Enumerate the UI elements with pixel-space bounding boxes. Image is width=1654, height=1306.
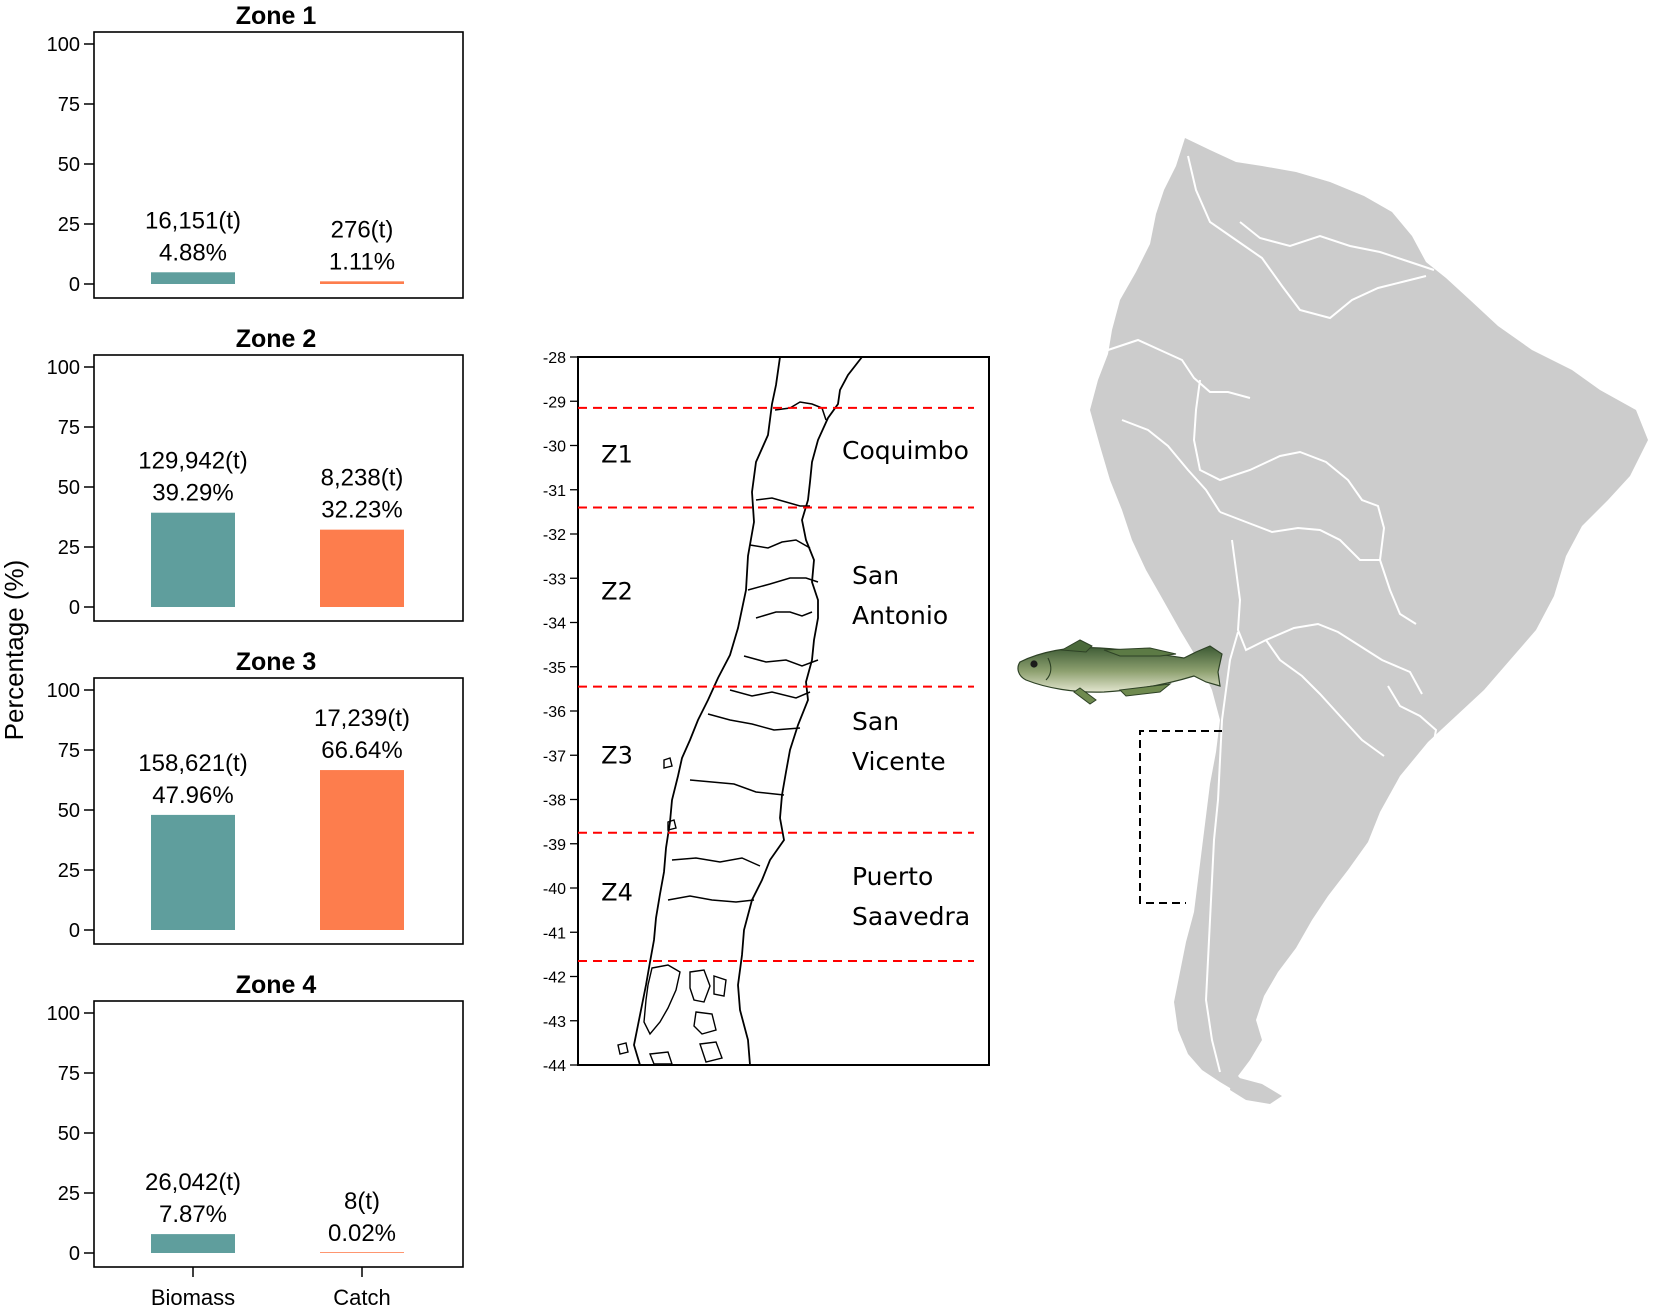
lat-tick-label: -31 [543, 483, 566, 500]
y-tick-label: 75 [58, 740, 80, 762]
y-tick-label: 25 [58, 1183, 80, 1205]
map-zone-boundaries: Z1 Z2 Z3 Z4 Coquimbo San Antonio San Vicente Puer… [578, 406, 974, 963]
south-america-map [1090, 138, 1648, 1104]
lat-tick-label: -43 [543, 1014, 566, 1031]
panel-frame [93, 354, 464, 622]
bar-percent-label: 4.88% [159, 239, 227, 266]
lat-tick-label: -36 [543, 704, 566, 721]
bar-catch [320, 770, 404, 930]
panel-frame [93, 31, 464, 299]
panel-frame [93, 1000, 464, 1268]
lat-tick-label: -39 [543, 837, 566, 854]
port-label: San Vicente [852, 707, 946, 776]
map-frame [577, 356, 990, 1066]
zone-panel: Zone 2 0 25 50 75 100 129,942(t) 39.29% 8,238(t)… [47, 325, 464, 622]
y-tick-label: 100 [47, 680, 80, 702]
lat-tick-label: -44 [543, 1058, 566, 1075]
y-tick-label: 75 [58, 417, 80, 439]
bar-tonnes-label: 26,042(t) [145, 1169, 241, 1196]
tierra-del-fuego [1230, 1076, 1282, 1104]
zone-panel: Zone 4 0 25 50 75 100 26,042(t) 7.87% 8(t) 0.02% [47, 971, 464, 1277]
zone-label: Z4 [601, 878, 633, 906]
panel-title: Zone 1 [236, 2, 317, 30]
chile-coast-map: -28 -29 -30 -31 -32 -33 -34 -35 -36 -37 -38 -39 -40 -… [543, 350, 990, 1075]
zone-label: Z3 [601, 741, 633, 769]
x-category-label-biomass: Biomass [151, 1285, 235, 1306]
bar-percent-label: 66.64% [321, 737, 402, 764]
bar-biomass [151, 272, 235, 284]
bar-catch [320, 529, 404, 607]
panel-title: Zone 4 [236, 971, 317, 999]
bar-tonnes-label: 276(t) [331, 216, 394, 243]
y-tick-label: 100 [47, 1003, 80, 1025]
south-america-landmass [1090, 138, 1648, 1100]
y-axis-label: Percentage (%) [0, 560, 29, 741]
zone-label: Z1 [601, 440, 633, 468]
y-tick-label: 100 [47, 357, 80, 379]
lat-tick-label: -37 [543, 748, 566, 765]
lat-tick-label: -38 [543, 793, 566, 810]
zone-label: Z2 [601, 578, 633, 606]
y-tick-label: 0 [69, 1243, 80, 1265]
y-tick-label: 50 [58, 154, 80, 176]
bar-tonnes-label: 17,239(t) [314, 705, 410, 732]
y-tick-label: 50 [58, 1123, 80, 1145]
country-borders [1107, 155, 1438, 1073]
lat-tick-label: -32 [543, 527, 566, 544]
y-tick-label: 0 [69, 274, 80, 296]
bar-tonnes-label: 16,151(t) [145, 207, 241, 234]
port-label: Coquimbo [842, 436, 969, 465]
lat-tick-label: -35 [543, 660, 566, 677]
regional-borders [667, 401, 827, 903]
bar-percent-label: 0.02% [328, 1220, 396, 1247]
bar-catch [320, 281, 404, 284]
chile-coastline [633, 356, 781, 1066]
y-tick-label: 50 [58, 800, 80, 822]
bar-percent-label: 47.96% [152, 782, 233, 809]
bar-percent-label: 1.11% [329, 248, 395, 275]
y-tick-label: 0 [69, 597, 80, 619]
bar-biomass [151, 512, 235, 607]
port-label: San Antonio [852, 561, 948, 630]
y-tick-label: 75 [58, 94, 80, 116]
panel-title: Zone 2 [236, 325, 317, 353]
bar-tonnes-label: 129,942(t) [138, 448, 247, 475]
bar-tonnes-label: 8,238(t) [321, 465, 404, 492]
lat-tick-label: -33 [543, 571, 566, 588]
chile-east-border [737, 356, 863, 1066]
lat-tick-label: -30 [543, 439, 566, 456]
bar-percent-label: 39.29% [152, 480, 233, 507]
x-category-label-catch: Catch [333, 1285, 390, 1306]
southern-archipelago [617, 757, 727, 1065]
zone-panel: Zone 1 0 25 50 75 100 16,151(t) 4.88% 276(t) 1.11… [47, 2, 464, 299]
bar-biomass [151, 1234, 235, 1253]
zone-panel: Zone 3 0 25 50 75 100 158,621(t) 47.96% 17,239(t… [47, 648, 464, 945]
y-tick-label: 25 [58, 860, 80, 882]
bar-panels: Zone 1 0 25 50 75 100 16,151(t) 4.88% 276(t) 1.11… [47, 2, 464, 1277]
lat-tick-label: -42 [543, 970, 566, 987]
lat-tick-label: -40 [543, 881, 566, 898]
bar-percent-label: 7.87% [159, 1201, 227, 1228]
y-tick-label: 100 [47, 34, 80, 56]
hake-fish-icon [1017, 639, 1223, 705]
port-label: Puerto Saavedra [852, 862, 970, 931]
map-latitude-axis: -28 -29 -30 -31 -32 -33 -34 -35 -36 -37 -38 -39 -40 -… [543, 350, 578, 1075]
y-tick-label: 25 [58, 214, 80, 236]
bar-tonnes-label: 8(t) [344, 1188, 380, 1215]
bar-biomass [151, 814, 235, 930]
study-area-box [1139, 730, 1222, 904]
bar-percent-label: 32.23% [321, 497, 402, 524]
lat-tick-label: -28 [543, 350, 566, 367]
y-tick-label: 0 [69, 920, 80, 942]
bar-tonnes-label: 158,621(t) [138, 750, 247, 777]
y-tick-label: 50 [58, 477, 80, 499]
y-tick-label: 75 [58, 1063, 80, 1085]
lat-tick-label: -29 [543, 394, 566, 411]
y-tick-label: 25 [58, 537, 80, 559]
panel-title: Zone 3 [236, 648, 317, 676]
lat-tick-label: -41 [543, 925, 566, 942]
lat-tick-label: -34 [543, 616, 566, 633]
bar-catch [320, 1252, 404, 1253]
